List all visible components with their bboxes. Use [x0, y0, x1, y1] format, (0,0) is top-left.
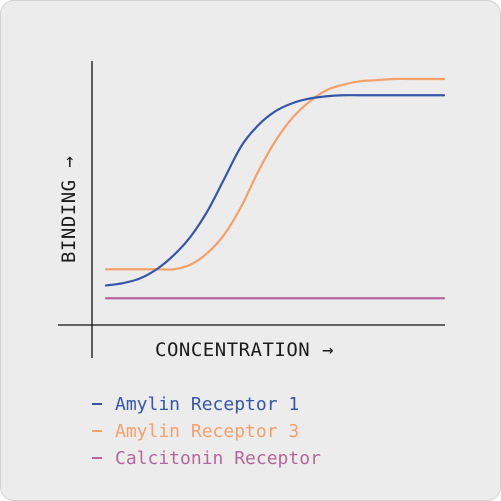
legend-label-3: Calcitonin Receptor — [115, 448, 321, 469]
legend-label-1: Amylin Receptor 1 — [115, 394, 299, 415]
axes — [58, 61, 445, 358]
x-axis-label: CONCENTRATION → — [155, 339, 334, 361]
y-axis-label: BINDING → — [58, 156, 80, 263]
series-layer — [104, 77, 446, 300]
legend: Amylin Receptor 1 Amylin Receptor 3 Calcit… — [92, 394, 321, 469]
series-line-1 — [104, 94, 446, 287]
legend-label-2: Amylin Receptor 3 — [115, 421, 299, 442]
series-line-2 — [104, 77, 446, 271]
